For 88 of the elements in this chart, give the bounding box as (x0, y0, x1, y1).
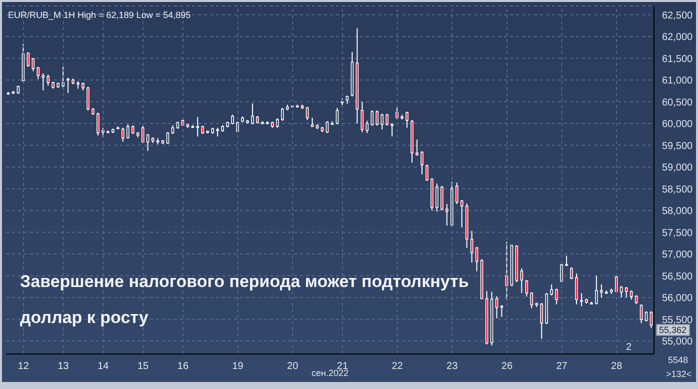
candlestick (420, 150, 424, 175)
candlestick (121, 127, 124, 142)
x-tick-label: 12 (18, 361, 30, 372)
candlestick (310, 117, 314, 128)
x-tick-label: 26 (501, 361, 513, 372)
candlestick (416, 139, 418, 156)
candlestick (126, 124, 130, 140)
x-tick-label: 13 (58, 361, 70, 372)
candlestick (86, 86, 90, 111)
y-tick-label: 62,000 (662, 32, 694, 43)
x-tick-label: 14 (98, 361, 110, 372)
annotation: 2 (626, 342, 632, 353)
y-tick-label: 62,500 (662, 10, 694, 22)
y-tick-label: 61,500 (662, 54, 694, 65)
x-tick-label: 22 (392, 361, 404, 372)
candlestick (370, 110, 374, 126)
chart-title: EUR/RUB_M 1H High = 62,189 Low = 54,895 (8, 10, 191, 20)
candlestick (196, 116, 200, 137)
x-tick-label: 28 (611, 361, 623, 372)
candlestick (436, 182, 438, 212)
candlestick (390, 122, 394, 137)
candlestick (624, 286, 628, 298)
candlestick (166, 132, 170, 144)
candlestick (62, 66, 64, 88)
candlestick (366, 120, 369, 134)
candlestick (386, 113, 388, 126)
candlestick (630, 290, 633, 300)
y-tick-label: 58,000 (662, 206, 694, 217)
candlestick (520, 268, 524, 294)
candlestick (620, 286, 623, 298)
x-tick-label: 15 (138, 361, 150, 372)
candlestick (251, 102, 254, 125)
annotation: Завершение налогового периода может подтолкнуть доллар к росту (20, 271, 470, 329)
x-tick-label: 27 (556, 361, 568, 372)
candlestick (440, 186, 444, 211)
candlestick (595, 275, 598, 305)
text: 5548 (668, 355, 688, 365)
y-tick-label: 59,000 (662, 162, 694, 174)
candlestick (32, 58, 35, 72)
y-tick-label: 55,500 (662, 314, 694, 326)
candlestick (570, 266, 573, 280)
candlestick (276, 118, 279, 128)
candlestick (66, 77, 70, 94)
candlestick (96, 112, 100, 136)
candlestick (376, 110, 379, 126)
candlestick (281, 107, 284, 122)
candlestick (555, 288, 558, 305)
y-tick-label: 56,000 (662, 293, 694, 304)
candlestick (426, 164, 428, 182)
y-tick-label: 55,000 (662, 336, 694, 348)
x-tick-label: 23 (446, 361, 458, 372)
candlestick (46, 74, 50, 86)
candlestick (360, 101, 364, 133)
candlestick (336, 107, 339, 125)
y-tick-label: 58,500 (662, 184, 694, 196)
candlestick (600, 284, 603, 298)
x-tick-label: 19 (232, 361, 244, 372)
candlestick (525, 280, 528, 298)
candlestick (445, 203, 448, 226)
candlestick (146, 134, 150, 152)
candlestick (406, 111, 408, 128)
text: 55,362 (656, 324, 690, 336)
y-tick-label: 60,000 (662, 119, 694, 130)
candlestick (530, 292, 534, 309)
candlestick (540, 302, 543, 340)
x-tick-label: 16 (177, 361, 189, 372)
candlestick (460, 200, 464, 228)
candlestick (495, 296, 498, 319)
y-tick-label: 56,500 (662, 271, 694, 282)
candlestick (36, 66, 40, 80)
x-tick-label: 20 (287, 361, 299, 372)
y-tick-label: 57,000 (662, 250, 694, 260)
candlestick (640, 304, 643, 324)
candlestick (396, 106, 398, 120)
candlestick (550, 284, 553, 296)
candlestick (580, 292, 583, 307)
y-tick-label: 60,500 (662, 97, 694, 108)
candlestick (380, 113, 384, 130)
candlestick (455, 182, 458, 204)
candlestick (26, 52, 30, 68)
y-tick-label: 59,500 (662, 140, 694, 152)
y-tick-label: 57,500 (662, 228, 694, 239)
candlestick (575, 273, 578, 305)
candlestick (231, 114, 234, 125)
candlestick (42, 72, 45, 91)
candlestick (644, 310, 648, 322)
y-tick-label: 61,000 (662, 76, 694, 86)
text: >132< (666, 369, 692, 379)
